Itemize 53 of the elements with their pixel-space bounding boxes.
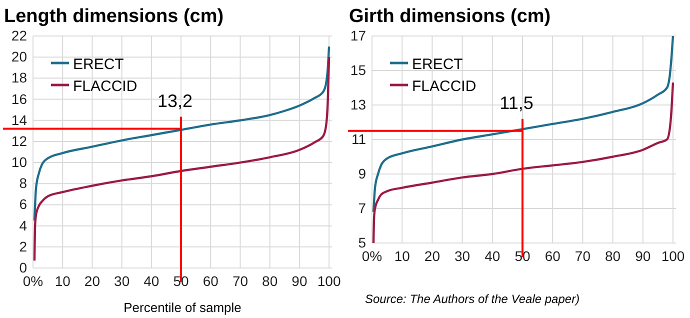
y-tick-label: 14 <box>11 112 28 128</box>
chart-title: Girth dimensions (cm) <box>349 6 551 27</box>
x-tick-label: 100 <box>317 272 341 289</box>
y-tick-label: 10 <box>11 154 28 170</box>
x-tick-label: 0% <box>362 248 382 264</box>
y-tick-label: 8 <box>19 175 28 192</box>
x-tick-label: 0% <box>22 272 44 289</box>
x-tick-label: 10 <box>394 248 410 264</box>
x-tick-label: 10 <box>54 272 71 289</box>
x-tick-label: 40 <box>484 248 500 264</box>
x-tick-label: 90 <box>635 248 651 264</box>
line-series <box>33 56 330 262</box>
x-tick-label: 70 <box>574 248 591 264</box>
source-note: Source: The Authors of the Veale paper) <box>365 292 580 306</box>
legend-label: FLACCID <box>73 78 138 95</box>
x-tick-label: 50 <box>173 272 190 289</box>
x-tick-label: 30 <box>114 272 130 289</box>
x-tick-label: 80 <box>262 272 278 289</box>
y-tick-label: 0 <box>19 259 28 276</box>
annotation: 13,2 <box>157 90 193 111</box>
x-tick-label: 20 <box>84 272 100 289</box>
legend-label: FLACCID <box>412 78 476 95</box>
x-tick-label: 100 <box>661 248 685 264</box>
x-tick-label: 30 <box>454 248 470 264</box>
y-tick-label: 12 <box>11 132 28 149</box>
annotation: 11,5 <box>500 92 534 113</box>
y-tick-label: 9 <box>358 165 366 182</box>
x-tick-label: 80 <box>605 248 621 264</box>
chart-title: Length dimensions (cm) <box>4 6 224 27</box>
y-tick-label: 16 <box>11 90 28 107</box>
x-tick-label: 90 <box>292 272 308 289</box>
x-tick-label: 20 <box>424 248 440 264</box>
line-series <box>33 45 330 222</box>
y-tick-label: 13 <box>350 96 366 112</box>
x-tick-label: 60 <box>544 248 561 264</box>
x-tick-label: 40 <box>144 272 160 289</box>
x-tick-label: 60 <box>202 272 219 289</box>
y-tick-label: 22 <box>11 27 28 44</box>
y-tick-label: 2 <box>19 238 28 254</box>
y-tick-label: 4 <box>19 217 28 234</box>
legend-label: ERECT <box>412 56 463 73</box>
legend-label: ERECT <box>73 56 124 73</box>
y-tick-label: 17 <box>350 27 366 44</box>
y-tick-label: 18 <box>11 70 28 86</box>
y-tick-label: 11 <box>351 130 366 147</box>
y-tick-label: 7 <box>358 200 366 216</box>
x-axis-title: Percentile of sample <box>124 300 242 315</box>
y-tick-label: 6 <box>19 196 28 212</box>
y-tick-label: 20 <box>11 48 28 65</box>
y-tick-label: 15 <box>350 62 366 78</box>
x-tick-label: 50 <box>514 248 530 264</box>
x-tick-label: 70 <box>232 272 248 289</box>
y-tick-label: 5 <box>358 234 366 250</box>
